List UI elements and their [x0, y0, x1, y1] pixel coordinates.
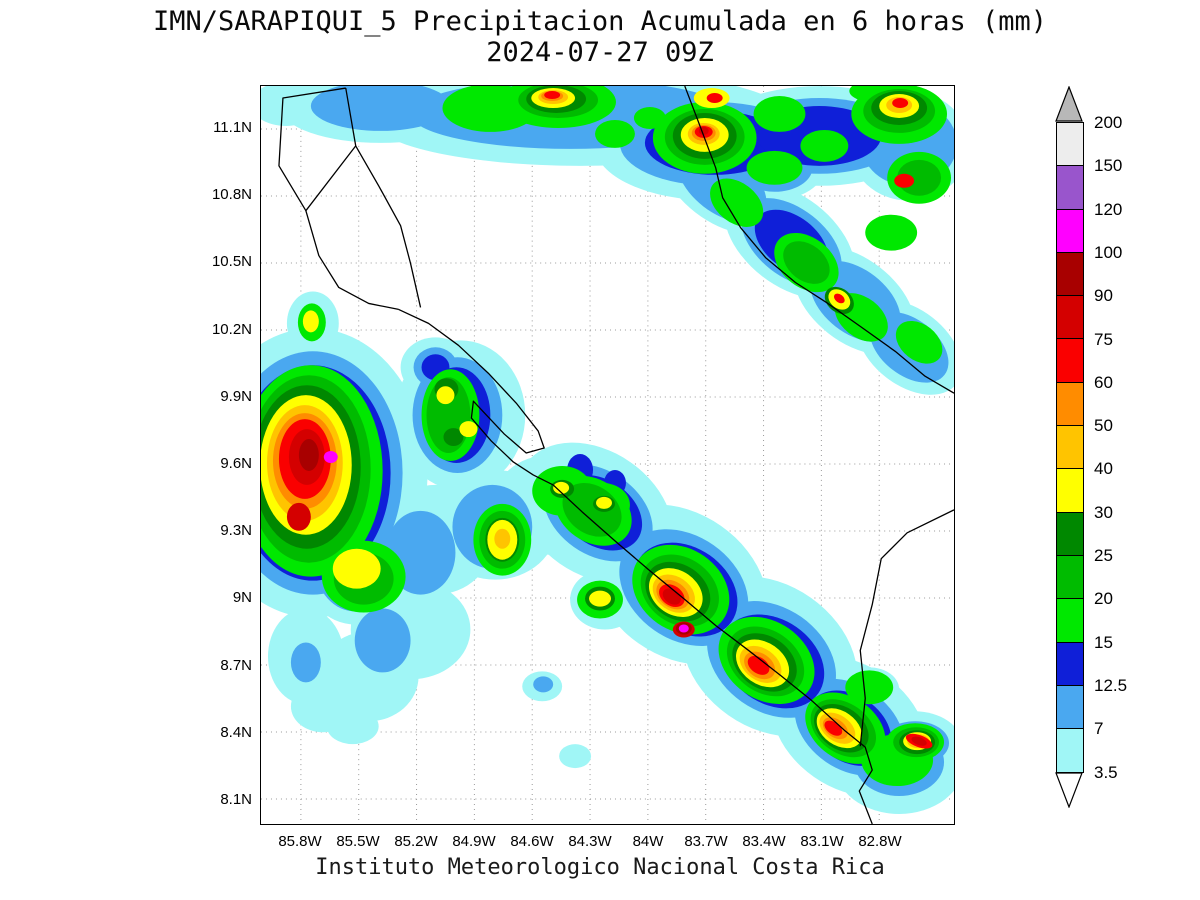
precipitation-map-canvas: [261, 86, 954, 824]
under-range-triangle: [1055, 772, 1083, 808]
lat-tick-label: 8.7N: [220, 656, 252, 674]
lat-tick-label: 10.8N: [211, 186, 252, 204]
colorbar-label: 12.5: [1094, 675, 1128, 695]
map-plot-area: [260, 85, 955, 825]
colorbar-label: 40: [1094, 459, 1113, 479]
colorbar-label: 7: [1094, 719, 1104, 739]
colorbar-segment: [1057, 339, 1083, 383]
lat-tick-label: 9.3N: [220, 522, 252, 540]
lon-tick-label: 85.8W: [278, 833, 322, 850]
colorbar-segment: [1057, 123, 1083, 167]
colorbar-segment: [1057, 685, 1083, 730]
lon-tick-label: 83.4W: [742, 833, 786, 850]
colorbar: [1056, 122, 1084, 774]
lon-tick-label: 85.5W: [336, 833, 380, 850]
colorbar-label: 75: [1094, 329, 1113, 349]
colorbar-segment: [1057, 296, 1083, 340]
chart-datetime-subtitle: 2024-07-27 09Z: [486, 37, 714, 68]
colorbar-segment: [1057, 555, 1083, 600]
over-range-triangle: [1055, 86, 1083, 122]
colorbar-segment: [1057, 729, 1083, 773]
lat-tick-label: 9N: [232, 589, 252, 607]
lat-tick-label: 10.2N: [211, 320, 252, 338]
chart-title: IMN/SARAPIQUI_5 Precipitacion Acumulada …: [152, 6, 1048, 37]
colorbar-label: 120: [1094, 199, 1123, 219]
colorbar-label: 25: [1094, 546, 1113, 565]
colorbar-label: 100: [1094, 242, 1123, 262]
colorbar-under-arrow-icon: [1055, 772, 1083, 808]
colorbar-label: 30: [1094, 502, 1113, 522]
lat-tick-label: 10.5N: [211, 253, 252, 271]
lon-tick-label: 84.9W: [452, 833, 496, 850]
colorbar-label: 15: [1094, 632, 1113, 652]
lat-tick-label: 8.4N: [220, 723, 252, 741]
colorbar-segment: [1057, 599, 1083, 643]
lat-tick-label: 9.9N: [220, 387, 252, 405]
colorbar-segment: [1057, 512, 1083, 556]
colorbar-label: 60: [1094, 372, 1113, 392]
lon-tick-label: 84.6W: [510, 833, 554, 850]
lon-tick-label: 82.8W: [858, 833, 902, 850]
footer-caption: Instituto Meteorologico Nacional Costa R…: [315, 855, 885, 880]
colorbar-label: 50: [1094, 416, 1113, 436]
lon-tick-label: 85.2W: [394, 833, 438, 850]
colorbar-segment: [1057, 426, 1083, 470]
colorbar-label: 20: [1094, 589, 1113, 609]
lon-tick-label: 84.3W: [568, 833, 612, 850]
colorbar-over-arrow-icon: [1055, 86, 1083, 122]
lat-tick-label: 8.1N: [220, 791, 252, 808]
lon-tick-label: 83.7W: [684, 833, 728, 850]
colorbar-label: 90: [1094, 286, 1113, 306]
lon-tick-label: 83.1W: [800, 833, 844, 850]
colorbar-segment: [1057, 166, 1083, 210]
colorbar-segment: [1057, 642, 1083, 686]
colorbar-segment: [1057, 382, 1083, 427]
colorbar-segment: [1057, 209, 1083, 253]
colorbar-segment: [1057, 469, 1083, 513]
colorbar-segment: [1057, 252, 1083, 297]
colorbar-label: 3.5: [1094, 762, 1118, 782]
lat-tick-label: 9.6N: [220, 455, 252, 472]
colorbar-label: 200: [1094, 113, 1123, 132]
colorbar-label: 150: [1094, 156, 1123, 176]
lat-tick-label: 11.1N: [213, 119, 252, 136]
lon-tick-label: 84W: [632, 833, 664, 850]
